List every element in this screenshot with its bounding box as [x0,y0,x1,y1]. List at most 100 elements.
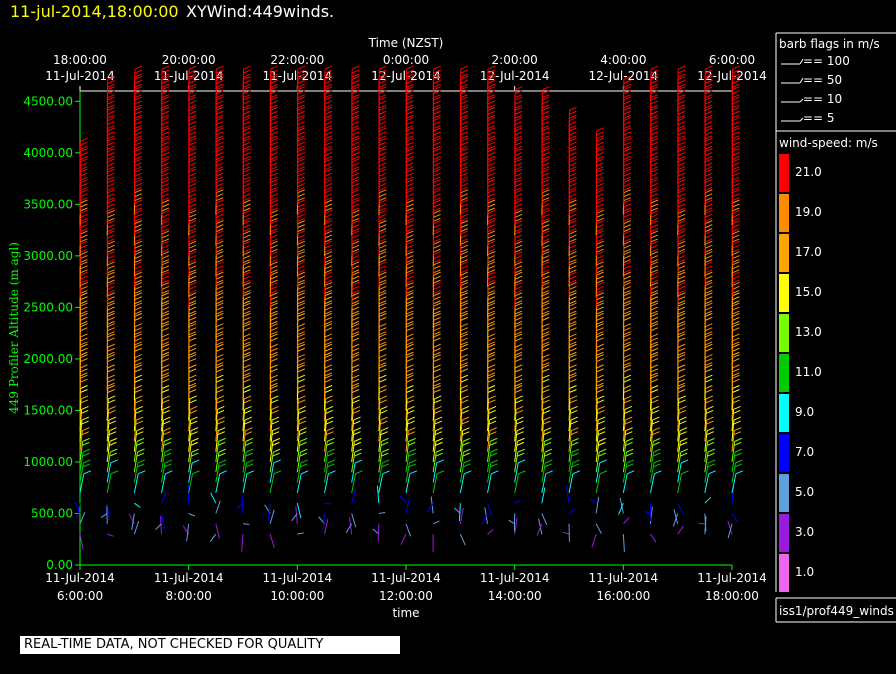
wind-barb [351,406,361,432]
wind-barb [79,406,89,432]
wind-barb [106,416,117,442]
wind-barb [405,364,414,390]
wind-barb [622,448,634,473]
bottom-tick-date: 11-Jul-2014 [45,571,115,585]
wind-barb [622,427,633,452]
wind-barb [405,498,411,514]
speed-legend-label: 15.0 [795,285,822,299]
wind-barb [677,470,689,493]
wind-barbs [74,65,744,553]
wind-barb [188,65,197,92]
wind-barb [133,459,146,483]
wind-barb [677,65,686,92]
wind-barb [242,302,251,329]
x-axis-label: time [392,606,419,620]
wind-barb [514,470,526,493]
bottom-tick-time: 18:00:00 [705,589,759,603]
wind-barb [79,512,86,524]
wind-barb [704,395,714,421]
wind-barb [161,406,171,432]
wind-barb [79,459,91,483]
wind-barb [727,523,733,539]
y-tick-label: 0.00 [46,558,73,572]
wind-barb [79,230,88,256]
wind-barb [215,523,220,539]
barb-legend-label: == 50 [803,73,842,87]
wind-barb [405,437,416,463]
wind-barb [622,470,635,493]
wind-barb [400,533,407,545]
wind-barb [595,427,606,452]
y-tick-label: 4000.00 [23,146,73,160]
bottom-tick-time: 12:00:00 [379,589,433,603]
wind-barb [622,75,632,102]
wind-barb [79,470,92,493]
wind-barb [704,437,715,463]
wind-barb [133,437,145,463]
wind-barb [161,513,166,530]
wind-barb [432,416,443,442]
wind-barb [324,459,336,483]
wind-barb [565,486,570,504]
wind-barb [351,513,357,528]
wind-barb [589,498,597,504]
wind-barb [376,485,380,504]
wind-barb [351,470,363,493]
y-tick-label: 3000.00 [23,249,73,263]
wind-barb [568,448,580,473]
barb-legend-flag [799,58,804,65]
wind-barb [458,503,461,522]
wind-barb [79,533,84,550]
top-tick-time: 18:00:00 [53,53,107,67]
wind-barb [731,485,735,504]
wind-barb [161,470,173,493]
wind-barb [188,416,198,442]
wind-barb [296,437,308,463]
wind-barb [568,406,578,432]
wind-barb [405,395,415,421]
wind-barb [650,406,660,432]
wind-barb [267,503,271,521]
wind-barb [595,127,604,153]
wind-barb [134,502,141,508]
wind-barb [650,416,660,442]
wind-barb [188,427,199,452]
wind-barb [161,437,172,463]
wind-barb [351,395,360,421]
wind-barb [351,448,362,473]
wind-barb [622,395,632,421]
wind-barb [650,427,661,452]
bottom-tick-date: 11-Jul-2014 [480,571,550,585]
wind-barb [704,448,716,473]
wind-barb [677,406,687,432]
wind-barb [296,406,307,432]
wind-barb [242,448,254,473]
wind-barb [133,470,146,493]
wind-barb [215,448,227,473]
wind-barb [351,489,357,504]
wind-barb [487,406,497,432]
wind-barb [432,427,443,452]
wind-barb [487,437,498,463]
wind-barb [351,416,361,442]
wind-barb [487,470,499,493]
speed-legend-swatch [779,354,789,392]
bottom-tick-date: 11-Jul-2014 [263,571,333,585]
wind-barb [296,416,307,442]
wind-barb [568,470,581,493]
barb-legend-title: barb flags in m/s [779,37,880,51]
wind-barb [378,395,388,421]
wind-barb [324,427,335,452]
wind-barb [372,528,380,535]
wind-barb [514,459,526,483]
speed-legend-label: 19.0 [795,205,822,219]
bottom-tick-date: 11-Jul-2014 [371,571,441,585]
wind-barb [133,427,144,452]
wind-barb [677,437,688,463]
wind-barb [427,502,434,513]
wind-barb [541,86,550,112]
wind-barb [704,496,712,504]
wind-barb [595,437,607,463]
wind-barb [79,395,89,421]
wind-barb [242,523,250,525]
